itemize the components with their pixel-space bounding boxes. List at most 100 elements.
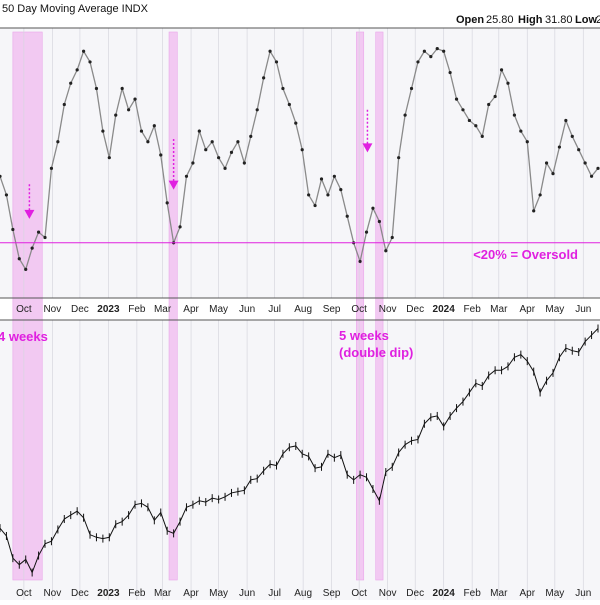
x-tick-label-top-14: Dec: [406, 304, 424, 315]
annotation-5-weeks: 5 weeks: [339, 328, 389, 343]
indicator-point-46: [294, 121, 298, 125]
x-tick-label-bottom-15: 2024: [433, 588, 456, 599]
arrow-head-2: [362, 143, 373, 153]
x-tick-label-top-13: Nov: [379, 304, 397, 315]
x-tick-label-bottom-19: May: [545, 588, 564, 599]
x-tick-labels: Oct Oct Nov Nov Dec Dec 2023 2023 Feb Feb Mar Mar Ap…: [16, 304, 591, 599]
arrow-head-0: [24, 209, 35, 219]
indicator-point-0: [0, 174, 2, 178]
shaded-period-0: [12, 31, 43, 581]
x-tick-label-top-15: 2024: [433, 304, 456, 315]
price-series: [0, 324, 599, 577]
x-tick-label-bottom-17: Mar: [490, 588, 508, 599]
indicator-point-90: [577, 148, 581, 152]
indicator-point-2: [11, 227, 15, 232]
x-tick-label-top-7: May: [209, 304, 228, 315]
indicator-point-69: [442, 49, 446, 53]
indicator-point-40: [255, 108, 259, 112]
x-tick-label-top-4: Feb: [128, 304, 146, 315]
annotation-double-dip: (double dip): [339, 345, 413, 360]
indicator-point-88: [564, 118, 568, 123]
x-tick-label-bottom-1: Nov: [43, 588, 61, 599]
indicator-point-71: [454, 97, 459, 101]
x-tick-label-bottom-6: Apr: [183, 588, 199, 599]
indicator-point-5: [30, 246, 34, 250]
indicator-point-49: [313, 203, 317, 208]
indicator-point-35: [223, 166, 227, 170]
indicator-point-57: [364, 230, 369, 234]
x-tick-label-bottom-8: Jun: [239, 588, 255, 599]
high-value: 31.80: [545, 14, 573, 26]
x-tick-label-bottom-12: Oct: [351, 588, 367, 599]
indicator-point-37: [236, 140, 240, 144]
indicator-point-84: [538, 193, 542, 197]
high-label: High: [518, 14, 543, 26]
x-tick-label-bottom-3: 2023: [97, 588, 120, 599]
indicator-point-76: [487, 102, 491, 107]
x-tick-label-top-20: Jun: [575, 304, 591, 315]
indicator-point-20: [127, 108, 131, 112]
x-tick-label-bottom-13: Nov: [379, 588, 397, 599]
x-tick-label-bottom-2: Dec: [71, 588, 89, 599]
indicator-point-24: [152, 124, 156, 128]
indicator-point-14: [88, 60, 92, 64]
x-tick-label-top-6: Apr: [183, 304, 199, 315]
x-tick-label-top-19: May: [545, 304, 564, 315]
indicator-point-11: [69, 81, 73, 85]
indicator-point-61: [390, 235, 394, 240]
x-tick-label-top-9: Jul: [268, 304, 281, 315]
indicator-point-39: [249, 134, 253, 138]
indicator-point-50: [319, 177, 324, 181]
indicator-point-85: [544, 161, 549, 165]
price-line: [0, 328, 599, 574]
indicator-point-52: [332, 174, 336, 178]
indicator-point-36: [229, 150, 234, 154]
indicator-point-73: [467, 118, 471, 123]
indicator-point-7: [43, 235, 47, 240]
indicator-point-80: [512, 113, 517, 117]
x-tick-label-bottom-9: Jul: [268, 588, 281, 599]
x-tick-label-top-2: Dec: [71, 304, 89, 315]
shaded-period-1: [168, 31, 178, 581]
x-tick-label-bottom-7: May: [209, 588, 228, 599]
x-tick-label-bottom-5: Mar: [154, 588, 172, 599]
indicator-point-59: [377, 219, 381, 224]
indicator-point-15: [94, 86, 99, 91]
indicator-point-41: [262, 76, 266, 80]
indicator-point-19: [120, 86, 124, 91]
indicator-point-43: [274, 60, 279, 64]
indicator-point-1: [4, 193, 9, 197]
indicator-point-78: [499, 68, 504, 72]
shaded-periods: [12, 31, 384, 581]
shaded-period-2: [356, 31, 365, 581]
indicator-point-75: [480, 134, 484, 138]
chart-title: 50 Day Moving Average INDX: [2, 3, 149, 15]
arrow-head-1: [168, 180, 179, 190]
indicator-point-92: [589, 174, 594, 178]
indicator-point-53: [339, 188, 343, 192]
indicator-point-79: [506, 81, 510, 85]
indicator-line: [0, 47, 599, 271]
indicator-point-62: [397, 156, 401, 160]
x-tick-label-top-0: Oct: [16, 304, 32, 315]
x-tick-label-bottom-14: Dec: [406, 588, 424, 599]
indicator-point-44: [281, 86, 285, 91]
indicator-point-64: [409, 86, 414, 91]
indicator-point-82: [525, 140, 529, 144]
x-tick-label-top-3: 2023: [97, 304, 120, 315]
x-tick-label-top-17: Mar: [490, 304, 508, 315]
indicator-point-16: [101, 129, 105, 133]
indicator-point-10: [62, 102, 66, 107]
indicator-point-56: [358, 259, 362, 264]
indicator-point-66: [422, 49, 426, 53]
indicator-point-83: [532, 209, 536, 213]
indicator-point-72: [461, 108, 465, 112]
indicator-point-47: [300, 148, 304, 152]
x-tick-label-bottom-11: Sep: [323, 588, 341, 599]
indicator-point-31: [197, 129, 201, 133]
low-label: Low: [575, 14, 597, 26]
indicator-point-32: [204, 148, 208, 152]
x-tick-label-top-12: Oct: [351, 304, 367, 315]
x-tick-label-top-8: Jun: [239, 304, 255, 315]
